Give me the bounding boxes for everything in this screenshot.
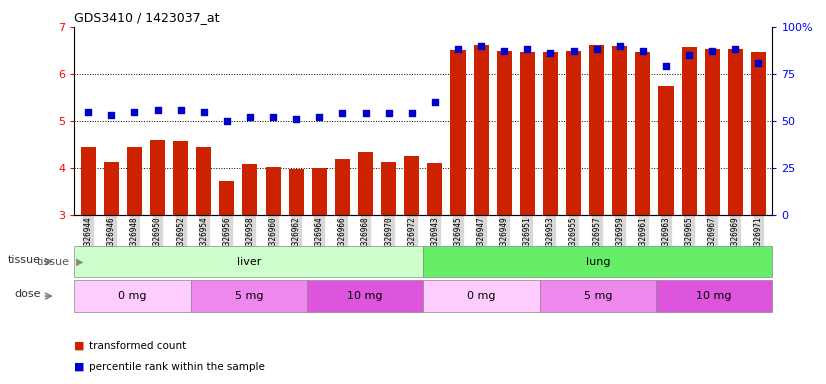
Bar [427, 163, 443, 215]
Point [151, 107, 164, 113]
Point [197, 109, 211, 115]
Point [474, 43, 487, 49]
Bar [74, 246, 424, 277]
Point [752, 60, 765, 66]
Point [428, 99, 441, 105]
Point [520, 46, 534, 53]
Bar [751, 52, 766, 215]
Bar [150, 140, 165, 215]
Point [128, 109, 141, 115]
Bar [681, 46, 696, 215]
Text: ■: ■ [74, 362, 88, 372]
Point [544, 50, 557, 56]
Bar [656, 280, 772, 312]
Text: 5 mg: 5 mg [235, 291, 263, 301]
Bar [74, 280, 191, 312]
Point [105, 112, 118, 118]
Point [406, 110, 419, 116]
Text: tissue: tissue [37, 257, 70, 266]
Bar [404, 156, 420, 215]
Text: transformed count: transformed count [89, 341, 187, 351]
Bar [335, 159, 350, 215]
Bar [266, 167, 281, 215]
Point [82, 109, 95, 115]
Bar [220, 181, 235, 215]
Bar [424, 246, 772, 277]
Bar [197, 147, 211, 215]
Point [244, 114, 257, 120]
Bar [473, 45, 489, 215]
Point [267, 114, 280, 120]
Point [613, 43, 626, 49]
Text: 0 mg: 0 mg [118, 291, 147, 301]
Point [313, 114, 326, 120]
Point [174, 107, 188, 113]
Text: 0 mg: 0 mg [468, 291, 496, 301]
Text: GDS3410 / 1423037_at: GDS3410 / 1423037_at [74, 12, 220, 25]
Bar [566, 51, 581, 215]
Bar [127, 147, 142, 215]
Bar [539, 280, 656, 312]
Point [590, 46, 603, 53]
Text: ▶: ▶ [76, 257, 83, 266]
Bar [307, 280, 424, 312]
Point [729, 46, 742, 53]
Bar [173, 141, 188, 215]
Bar [191, 280, 307, 312]
Point [382, 110, 396, 116]
Point [221, 118, 234, 124]
Bar [520, 52, 535, 215]
Text: dose: dose [14, 290, 41, 300]
Text: 5 mg: 5 mg [583, 291, 612, 301]
Bar [381, 162, 396, 215]
Bar [450, 50, 466, 215]
Point [636, 48, 649, 55]
Point [290, 116, 303, 122]
Bar [612, 46, 627, 215]
Bar [705, 50, 719, 215]
Bar [358, 152, 373, 215]
Text: ■: ■ [74, 341, 88, 351]
Text: 10 mg: 10 mg [696, 291, 732, 301]
Bar [81, 147, 96, 215]
Bar [635, 52, 650, 215]
Point [497, 48, 510, 55]
Bar [728, 50, 743, 215]
Point [336, 110, 349, 116]
Point [705, 48, 719, 55]
Text: 10 mg: 10 mg [348, 291, 383, 301]
Bar [543, 52, 558, 215]
Point [359, 110, 373, 116]
Point [659, 63, 672, 70]
Text: percentile rank within the sample: percentile rank within the sample [89, 362, 265, 372]
Bar [243, 164, 258, 215]
Bar [589, 45, 604, 215]
Bar [658, 86, 673, 215]
Text: liver: liver [236, 257, 261, 266]
Bar [496, 51, 512, 215]
Bar [289, 169, 304, 215]
Text: tissue: tissue [8, 255, 41, 265]
Bar [311, 168, 327, 215]
Bar [104, 162, 119, 215]
Point [682, 52, 695, 58]
Bar [424, 280, 539, 312]
Point [451, 46, 464, 53]
Point [567, 48, 580, 55]
Text: lung: lung [586, 257, 610, 266]
